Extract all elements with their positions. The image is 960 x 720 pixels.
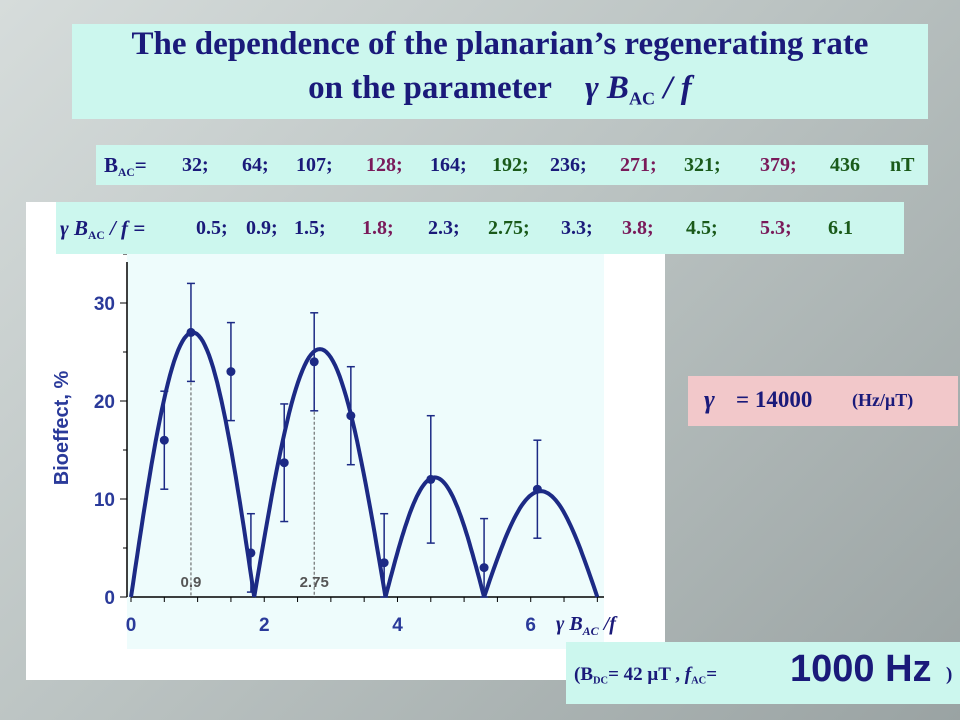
data-point: [226, 367, 236, 377]
data-point: [426, 474, 436, 484]
bac-label-sub: AC: [118, 167, 135, 180]
x-axis-label: γ BAC /f: [556, 613, 618, 638]
gamma-value: = 14000: [736, 387, 813, 412]
x-tick-label: 2: [259, 615, 270, 636]
bac-values-row: BAC= 32; 64; 107; 128; 164; 192; 236; 271; 321; 3…: [96, 145, 928, 185]
data-point: [309, 357, 319, 367]
bac-value: 321;: [684, 154, 721, 176]
bac-value: 164;: [430, 154, 467, 176]
y-tick-label: 30: [94, 294, 115, 315]
title-prefix: on the parameter: [308, 70, 552, 106]
title-line-1: The dependence of the planarian’s regene…: [131, 26, 869, 62]
bac-value: 379;: [760, 154, 797, 176]
ratio-value: 0.5;: [196, 217, 228, 239]
cond-open: (: [574, 664, 581, 685]
title-gamma: γ: [584, 70, 599, 106]
ratio-values-row: γ BAC / f = 0.5; 0.9; 1.5; 1.8; 2.3; 2.75; 3.3…: [56, 202, 904, 254]
title-box: The dependence of the planarian’s regene…: [72, 24, 928, 119]
gamma-unit: (Hz/μT): [852, 390, 914, 410]
ratio-value: 1.8;: [362, 217, 394, 239]
fit-curve-arc: [252, 347, 388, 598]
gamma-symbol: γ: [704, 385, 715, 414]
x-tick-label: 0: [126, 615, 137, 636]
y-tick-label: 20: [94, 392, 115, 413]
ratio-value: 6.1: [828, 217, 853, 239]
bac-value: 236;: [550, 154, 587, 176]
cond-f: f: [684, 664, 692, 685]
cond-b: B: [580, 664, 594, 685]
bac-unit: nT: [890, 154, 915, 176]
ratio-label-rest: / f =: [109, 216, 146, 240]
y-axis-label: Bioeffect, %: [51, 371, 73, 486]
cond-sub-dc: DC: [593, 675, 609, 687]
ratio-value: 3.8;: [622, 217, 654, 239]
cond-sub-ac: AC: [691, 675, 707, 687]
x-tick-label: 4: [392, 615, 403, 636]
ratio-gamma: γ: [60, 216, 69, 240]
plot-area: [127, 254, 604, 649]
title-b: B: [606, 70, 629, 106]
title-sub-ac: AC: [628, 88, 656, 109]
data-point: [186, 327, 196, 337]
title-slash-f: / f: [663, 70, 692, 106]
ratio-label-b: B: [74, 216, 89, 240]
data-point: [279, 458, 289, 468]
data-point: [379, 558, 389, 568]
data-point: [479, 563, 489, 573]
data-point: [246, 548, 256, 558]
conditions-box: (BDC= 42 μT , fAC= 1000 Hz ): [566, 642, 960, 704]
ratio-value: 5.3;: [760, 217, 792, 239]
marker-label: 2.75: [300, 574, 329, 591]
ratio-value: 4.5;: [686, 217, 718, 239]
bac-value: 64;: [242, 154, 269, 176]
cond-bdc-val: = 42 μT ,: [608, 664, 681, 685]
conditions-text: (BDC= 42 μT , fAC=: [574, 664, 717, 687]
ratio-value: 1.5;: [294, 217, 326, 239]
bac-value: 192;: [492, 154, 529, 176]
title-line-2: on the parameter γ BAC / f: [72, 70, 928, 109]
bac-value: 128;: [366, 154, 403, 176]
cond-eq: =: [706, 664, 718, 685]
cond-frequency: 1000 Hz: [790, 648, 932, 690]
y-tick-label: 10: [94, 490, 115, 511]
bac-value: 436: [830, 154, 860, 176]
data-point: [159, 435, 169, 445]
bac-label-eq: =: [134, 153, 147, 177]
data-point: [532, 484, 542, 494]
plot-panel: 0 10 20 30 0 2 4 6 Bioeffect, % γ BAC /f 0.9 2.75: [26, 202, 665, 680]
bioeffect-chart: 0 10 20 30 0 2 4 6 Bioeffect, % γ BAC /f 0.9 2.75: [51, 253, 618, 649]
gamma-constant-box: γ = 14000 (Hz/μT): [688, 376, 958, 426]
ratio-value: 3.3;: [561, 217, 593, 239]
x-tick-label: 6: [525, 615, 536, 636]
y-tick-label: 0: [104, 588, 115, 609]
ratio-label: γ BAC / f =: [60, 216, 145, 242]
bac-value: 271;: [620, 154, 657, 176]
bac-value: 32;: [182, 154, 209, 176]
ratio-value: 0.9;: [246, 217, 278, 239]
bac-label-b: B: [104, 153, 119, 177]
ratio-label-sub: AC: [88, 230, 105, 243]
bac-label: BAC=: [104, 153, 147, 179]
cond-close: ): [946, 664, 953, 685]
ratio-value: 2.75;: [488, 217, 530, 239]
marker-label: 0.9: [181, 574, 202, 591]
bac-value: 107;: [296, 154, 333, 176]
data-point: [346, 411, 356, 421]
ratio-value: 2.3;: [428, 217, 460, 239]
